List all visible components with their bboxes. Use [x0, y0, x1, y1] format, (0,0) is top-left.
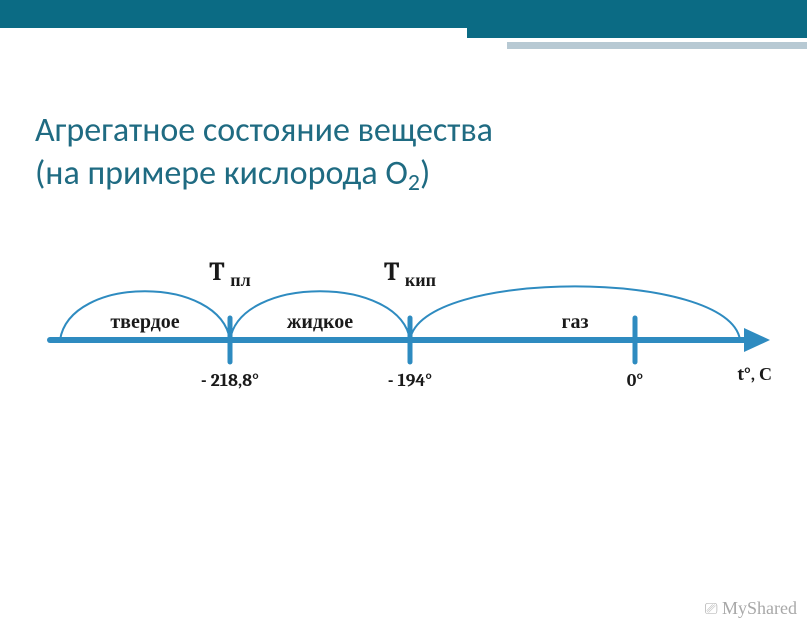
diagram-svg: твердое жидкое газ t°, С - 218,8° T пл - 194° T…	[30, 250, 790, 450]
watermark-icon: ⎚	[705, 601, 716, 618]
title-line-2a: (на примере кислорода О	[35, 153, 408, 194]
title-sub: 2	[408, 168, 420, 197]
tick-value-2: 0°	[627, 370, 644, 391]
axis-arrowhead	[744, 328, 770, 352]
slide-title: Агрегатное состояние вещества (на пример…	[35, 110, 493, 195]
header-bar	[0, 0, 807, 28]
temp-label-0: T пл	[209, 257, 250, 291]
header-accent-2	[507, 42, 807, 49]
tick-value-0: - 218,8°	[201, 370, 259, 391]
title-line-2b: )	[420, 153, 430, 194]
header-accent-1	[467, 28, 807, 38]
region-label-2: газ	[561, 310, 588, 333]
watermark: ⎚ МyShаred	[705, 598, 797, 619]
title-line-1: Агрегатное состояние вещества	[35, 110, 493, 151]
region-label-0: твердое	[110, 310, 179, 333]
tick-value-1: - 194°	[388, 370, 432, 391]
axis-end-label: t°, С	[737, 364, 772, 385]
temp-label-1: T кип	[384, 257, 436, 291]
state-diagram: твердое жидкое газ t°, С - 218,8° T пл - 194° T…	[30, 250, 790, 450]
watermark-text: МyShаred	[722, 598, 797, 618]
region-label-1: жидкое	[287, 310, 353, 333]
